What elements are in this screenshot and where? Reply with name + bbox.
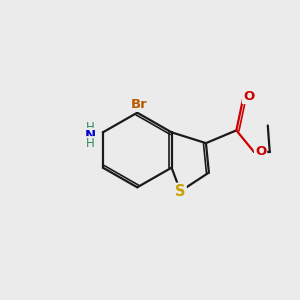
Text: H: H (86, 137, 95, 150)
Text: O: O (255, 146, 266, 158)
Text: H: H (86, 121, 95, 134)
Text: N: N (85, 129, 96, 142)
Text: S: S (175, 184, 186, 199)
Text: Br: Br (130, 98, 147, 111)
Text: O: O (243, 90, 254, 103)
